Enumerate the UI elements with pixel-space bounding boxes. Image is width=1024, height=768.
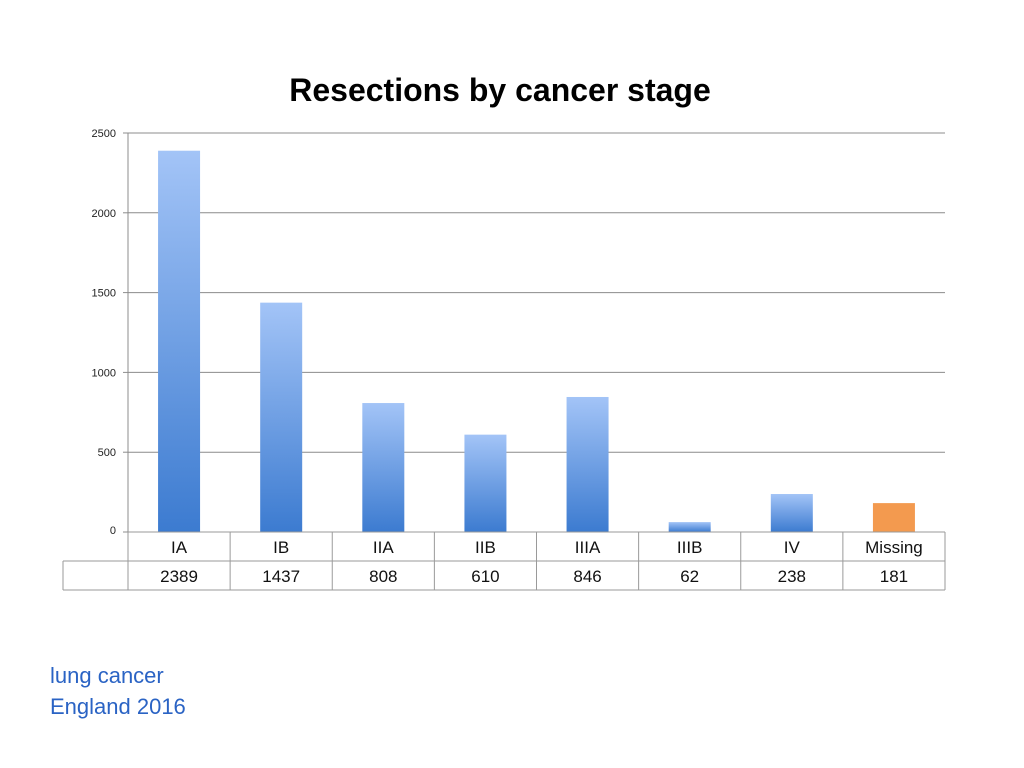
footnote-line-2: England 2016	[50, 694, 186, 719]
bar-missing	[872, 503, 915, 532]
y-tick-label: 2500	[92, 128, 116, 140]
gridlines	[127, 132, 945, 532]
value-label: 1437	[262, 567, 300, 586]
y-tick-label: 500	[98, 447, 116, 459]
y-axis-ticks: 0 500 1000 1500 2000 2500	[92, 128, 128, 537]
bar-iiib	[668, 522, 711, 532]
value-label: 808	[369, 567, 397, 586]
value-label: 238	[778, 567, 806, 586]
category-label: IIA	[373, 538, 394, 557]
bar-iia	[362, 403, 405, 532]
value-label: 610	[471, 567, 499, 586]
y-tick-label: 0	[110, 525, 116, 537]
bar-iib	[464, 434, 507, 532]
bar-iiia	[566, 396, 609, 532]
category-label: IIIB	[677, 538, 703, 557]
bars	[158, 150, 915, 532]
bar-iv	[770, 494, 813, 532]
value-label: 62	[680, 567, 699, 586]
bar-ib	[260, 302, 303, 532]
bar-ia	[158, 150, 201, 532]
y-tick-label: 1000	[92, 367, 116, 379]
category-label: IA	[171, 538, 188, 557]
category-label: IV	[784, 538, 801, 557]
value-label: 181	[880, 567, 908, 586]
value-label: 846	[573, 567, 601, 586]
category-label: IIIA	[575, 538, 601, 557]
chart-title: Resections by cancer stage	[289, 72, 711, 108]
category-label: IIB	[475, 538, 496, 557]
footnote-line-1: lung cancer	[50, 663, 164, 688]
y-tick-label: 2000	[92, 208, 116, 220]
category-label: Missing	[865, 538, 923, 557]
data-table: IA 2389 IB 1437 IIA 808 IIB 610 IIIA 846 IIIB 62 IV 2…	[62, 531, 946, 591]
value-label: 2389	[160, 567, 198, 586]
y-tick-label: 1500	[92, 288, 116, 300]
category-label: IB	[273, 538, 289, 557]
